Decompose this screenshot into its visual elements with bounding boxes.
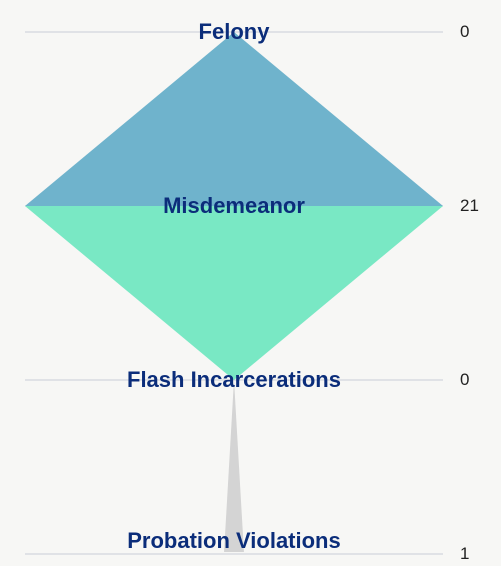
stage-label: Flash Incarcerations [127, 367, 341, 392]
funnel-segment [25, 32, 443, 206]
stage-value: 1 [460, 544, 470, 563]
stage-label: Felony [198, 19, 270, 44]
stage-value: 0 [460, 22, 470, 41]
stage-value: 0 [460, 370, 470, 389]
stage-value: 21 [460, 196, 479, 215]
stage-label: Probation Violations [127, 528, 341, 553]
funnel-segment [224, 380, 244, 552]
stage-label: Misdemeanor [163, 193, 305, 218]
funnel-segment [25, 206, 443, 380]
